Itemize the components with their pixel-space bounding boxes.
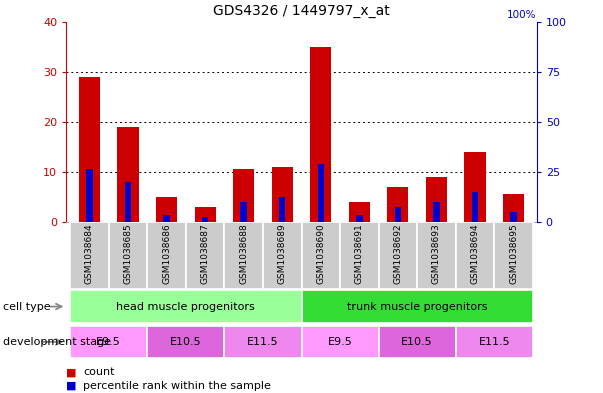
Bar	[195, 207, 216, 222]
Text: GSM1038688: GSM1038688	[239, 224, 248, 285]
Bar	[224, 326, 302, 358]
Bar	[417, 222, 456, 289]
Text: E9.5: E9.5	[327, 337, 352, 347]
Text: GSM1038685: GSM1038685	[124, 224, 133, 285]
Text: GSM1038693: GSM1038693	[432, 224, 441, 285]
Bar	[147, 222, 186, 289]
Bar	[70, 290, 302, 323]
Bar	[224, 222, 263, 289]
Bar	[70, 222, 109, 289]
Bar	[340, 222, 379, 289]
Bar	[426, 177, 447, 222]
Text: trunk muscle progenitors: trunk muscle progenitors	[347, 301, 487, 312]
Bar	[202, 217, 208, 222]
Bar	[395, 207, 401, 222]
Bar	[379, 222, 417, 289]
Text: E11.5: E11.5	[247, 337, 279, 347]
Bar	[456, 326, 533, 358]
Text: cell type: cell type	[3, 301, 51, 312]
Text: GSM1038690: GSM1038690	[317, 224, 325, 285]
Bar	[279, 197, 285, 222]
Bar	[302, 326, 379, 358]
Text: ■: ■	[66, 367, 77, 377]
Bar	[302, 290, 533, 323]
Bar	[318, 164, 324, 222]
Bar	[186, 222, 224, 289]
Text: development stage: development stage	[3, 337, 111, 347]
Bar	[379, 326, 456, 358]
Text: GSM1038687: GSM1038687	[201, 224, 210, 285]
Bar	[163, 215, 170, 222]
Bar	[271, 167, 293, 222]
Bar	[494, 222, 533, 289]
Bar	[79, 77, 100, 222]
Text: GSM1038686: GSM1038686	[162, 224, 171, 285]
Bar	[86, 169, 93, 222]
Text: GSM1038694: GSM1038694	[470, 224, 479, 285]
Text: 100%: 100%	[507, 9, 537, 20]
Text: ■: ■	[66, 381, 77, 391]
Text: GSM1038689: GSM1038689	[278, 224, 286, 285]
Bar	[433, 202, 440, 222]
Text: percentile rank within the sample: percentile rank within the sample	[83, 381, 271, 391]
Bar	[387, 187, 408, 222]
Text: E10.5: E10.5	[402, 337, 433, 347]
Bar	[70, 326, 147, 358]
Title: GDS4326 / 1449797_x_at: GDS4326 / 1449797_x_at	[213, 4, 390, 18]
Text: GSM1038691: GSM1038691	[355, 224, 364, 285]
Bar	[456, 222, 494, 289]
Bar	[302, 222, 340, 289]
Bar	[109, 222, 147, 289]
Bar	[263, 222, 302, 289]
Bar	[147, 326, 224, 358]
Bar	[472, 192, 478, 222]
Bar	[349, 202, 370, 222]
Bar	[510, 212, 517, 222]
Text: GSM1038692: GSM1038692	[393, 224, 402, 285]
Text: GSM1038695: GSM1038695	[509, 224, 518, 285]
Bar	[464, 152, 485, 222]
Text: E11.5: E11.5	[478, 337, 510, 347]
Bar	[156, 197, 177, 222]
Text: head muscle progenitors: head muscle progenitors	[116, 301, 255, 312]
Text: E9.5: E9.5	[96, 337, 121, 347]
Text: count: count	[83, 367, 115, 377]
Bar	[241, 202, 247, 222]
Bar	[503, 195, 524, 222]
Text: E10.5: E10.5	[170, 337, 201, 347]
Bar	[233, 169, 254, 222]
Bar	[310, 47, 332, 222]
Bar	[118, 127, 139, 222]
Bar	[356, 215, 362, 222]
Text: GSM1038684: GSM1038684	[85, 224, 94, 285]
Bar	[125, 182, 131, 222]
